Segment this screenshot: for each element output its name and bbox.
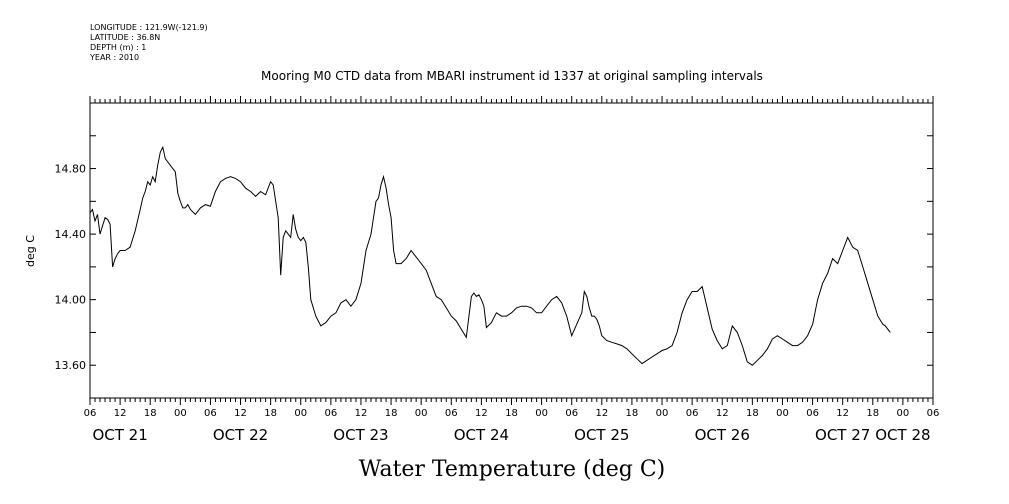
y-axis-label: deg C <box>24 235 37 267</box>
y-axis: 13.60 14.00 14.40 14.80 <box>55 102 933 399</box>
x-hour-label: 06 <box>686 408 699 419</box>
x-hour-label: 18 <box>144 408 157 419</box>
series-layer <box>89 145 891 366</box>
x-hour-label: 18 <box>385 408 398 419</box>
x-day-label: OCT 28 <box>875 426 930 444</box>
x-hour-label: 18 <box>746 408 759 419</box>
x-hour-label: 12 <box>716 408 729 419</box>
y-tick-label: 14.40 <box>55 228 87 241</box>
x-hour-label: 06 <box>927 408 940 419</box>
temperature-series-line <box>89 145 891 366</box>
x-hour-label: 06 <box>84 408 97 419</box>
x-hour-label: 12 <box>836 408 849 419</box>
header-latitude: LATITUDE : 36.8N <box>90 33 160 42</box>
x-hour-label: 00 <box>535 408 548 419</box>
x-hour-label: 06 <box>324 408 337 419</box>
x-hour-label: 06 <box>565 408 578 419</box>
x-hour-label: 06 <box>806 408 819 419</box>
x-hour-label: 18 <box>505 408 518 419</box>
x-hour-label: 12 <box>114 408 127 419</box>
x-day-label: OCT 23 <box>333 426 388 444</box>
x-day-label: OCT 21 <box>92 426 147 444</box>
plot-frame <box>89 102 934 399</box>
x-hour-label: 18 <box>264 408 277 419</box>
x-hour-label: 18 <box>626 408 639 419</box>
x-hour-label: 00 <box>897 408 910 419</box>
chart-title: Mooring M0 CTD data from MBARI instrumen… <box>261 69 763 83</box>
x-hour-label: 00 <box>656 408 669 419</box>
x-day-label: OCT 25 <box>574 426 629 444</box>
x-hour-label: 06 <box>204 408 217 419</box>
x-hour-label: 12 <box>355 408 368 419</box>
x-hour-label: 00 <box>415 408 428 419</box>
x-hour-label: 00 <box>776 408 789 419</box>
x-hour-label: 00 <box>174 408 187 419</box>
x-hour-label: 12 <box>595 408 608 419</box>
x-day-label: OCT 24 <box>454 426 509 444</box>
x-hour-label: 06 <box>445 408 458 419</box>
x-day-label: OCT 22 <box>213 426 268 444</box>
y-tick-label: 13.60 <box>55 359 87 372</box>
x-hour-label: 12 <box>475 408 488 419</box>
header-longitude: LONGITUDE : 121.9W(-121.9) <box>90 23 208 32</box>
y-tick-label: 14.00 <box>55 294 87 307</box>
header-year: YEAR : 2010 <box>89 53 139 62</box>
mooring-header: LONGITUDE : 121.9W(-121.9) LATITUDE : 36… <box>89 23 208 62</box>
x-axis-label: Water Temperature (deg C) <box>359 457 666 482</box>
header-depth: DEPTH (m) : 1 <box>90 43 146 52</box>
x-axis: 06 12 18 00 06 12 18 00 06 12 18 00 06 12 18 00 06 12 18 00… <box>84 96 940 444</box>
x-day-label: OCT 27 <box>815 426 870 444</box>
x-hour-label: 00 <box>294 408 307 419</box>
x-hour-label: 18 <box>866 408 879 419</box>
x-hour-label: 12 <box>234 408 247 419</box>
x-day-label: OCT 26 <box>695 426 750 444</box>
y-tick-label: 14.80 <box>55 163 87 176</box>
